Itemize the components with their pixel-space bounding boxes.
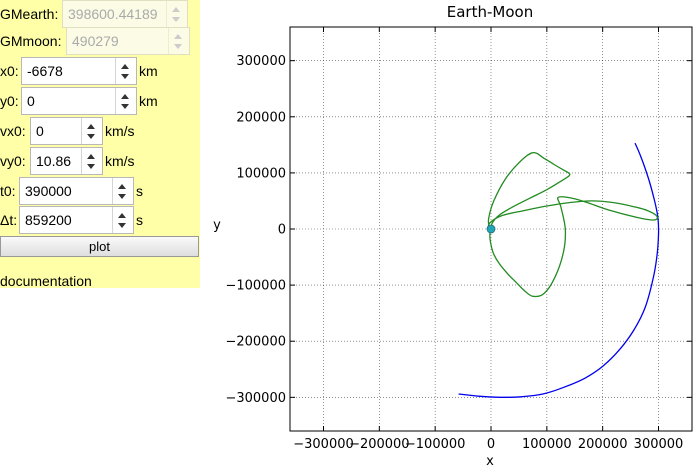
gmearth-spinbox[interactable]: [62, 0, 188, 28]
axis-ticks: [290, 27, 692, 431]
x-tick-label: −300000: [293, 437, 354, 452]
gmmoon-label: GMmoon:: [0, 33, 62, 49]
y-tick-labels: −300000 −200000 −100000 0 100000 200000 300000: [225, 54, 286, 406]
vx0-input[interactable]: [31, 118, 82, 144]
dt-spinbox[interactable]: [19, 206, 134, 234]
t0-input[interactable]: [20, 178, 113, 204]
y0-label: y0:: [0, 93, 19, 109]
dt-stepper[interactable]: [112, 207, 133, 233]
gmearth-input[interactable]: [63, 1, 167, 27]
stepper-down-icon[interactable]: [121, 104, 129, 109]
plot-button[interactable]: plot: [0, 236, 199, 257]
vy0-stepper[interactable]: [81, 148, 102, 174]
earth-moon-chart: Earth-Moon −300000−200000−100000 0 100000 2…: [213, 3, 693, 469]
y-tick-label: 300000: [236, 54, 286, 69]
y-axis-label: y: [213, 218, 221, 233]
t0-stepper[interactable]: [112, 178, 133, 204]
x0-unit: km: [139, 63, 158, 79]
stepper-up-icon[interactable]: [118, 184, 126, 189]
stepper-up-icon[interactable]: [87, 154, 95, 159]
y0-stepper[interactable]: [115, 88, 136, 114]
y0-unit: km: [139, 93, 158, 109]
stepper-down-icon[interactable]: [121, 74, 129, 79]
y0-spinbox[interactable]: [21, 87, 137, 115]
stepper-up-icon[interactable]: [121, 64, 129, 69]
vy0-label: vy0:: [0, 153, 26, 169]
vx0-label: vx0:: [0, 123, 26, 139]
stepper-up-icon[interactable]: [174, 34, 182, 39]
y-tick-label: 200000: [236, 110, 286, 125]
dt-input[interactable]: [20, 207, 113, 233]
vy0-unit: km/s: [105, 153, 135, 169]
stepper-down-icon[interactable]: [87, 134, 95, 139]
stepper-down-icon[interactable]: [174, 44, 182, 49]
gmmoon-input[interactable]: [67, 28, 169, 54]
x-axis-label: x: [486, 454, 494, 469]
vy0-input[interactable]: [31, 148, 82, 174]
trajectory-series: [458, 142, 660, 398]
body-markers: [486, 224, 496, 234]
x-tick-label: −200000: [349, 437, 410, 452]
spacecraft-trajectory-line: [486, 151, 658, 298]
x-tick-label: 300000: [634, 437, 684, 452]
y-tick-label: −200000: [225, 335, 286, 350]
x-tick-label: 100000: [522, 437, 572, 452]
grid-lines: [290, 27, 692, 431]
x0-label: x0:: [0, 63, 19, 79]
t0-unit: s: [136, 183, 143, 199]
t0-spinbox[interactable]: [19, 177, 134, 205]
vx0-stepper[interactable]: [81, 118, 102, 144]
x-tick-label: 200000: [578, 437, 628, 452]
stepper-up-icon[interactable]: [121, 94, 129, 99]
gmmoon-stepper[interactable]: [168, 28, 189, 54]
gmmoon-spinbox[interactable]: [66, 27, 190, 55]
dt-unit: s: [136, 212, 143, 228]
x-tick-labels: −300000−200000−100000 0 100000 200000 300000: [293, 437, 683, 452]
y-tick-label: −300000: [225, 391, 286, 406]
gmearth-label: GMearth:: [0, 6, 59, 22]
x0-spinbox[interactable]: [21, 57, 137, 85]
moon-trajectory-line: [458, 142, 660, 398]
chart-title: Earth-Moon: [447, 3, 533, 21]
x0-input[interactable]: [22, 58, 116, 84]
y-tick-label: 0: [278, 223, 286, 238]
x-tick-label: 0: [487, 437, 495, 452]
vy0-spinbox[interactable]: [30, 147, 103, 175]
control-panel: GMearth: GMmoon: x0: km y0: km vx0:: [0, 0, 200, 289]
y0-input[interactable]: [22, 88, 116, 114]
gmearth-stepper[interactable]: [166, 1, 187, 27]
earth-marker: [486, 224, 496, 234]
x0-stepper[interactable]: [115, 58, 136, 84]
stepper-up-icon[interactable]: [118, 213, 126, 218]
stepper-down-icon[interactable]: [118, 223, 126, 228]
vx0-spinbox[interactable]: [30, 117, 103, 145]
vx0-unit: km/s: [105, 123, 135, 139]
stepper-down-icon[interactable]: [87, 164, 95, 169]
stepper-down-icon[interactable]: [118, 194, 126, 199]
stepper-up-icon[interactable]: [87, 124, 95, 129]
dt-label: Δt:: [0, 212, 18, 228]
x-tick-label: −100000: [405, 437, 466, 452]
y-tick-label: 100000: [236, 166, 286, 181]
documentation-link[interactable]: documentation: [0, 273, 92, 289]
t0-label: t0:: [0, 183, 16, 199]
y-tick-label: −100000: [225, 279, 286, 294]
stepper-up-icon[interactable]: [172, 7, 180, 12]
stepper-down-icon[interactable]: [172, 17, 180, 22]
